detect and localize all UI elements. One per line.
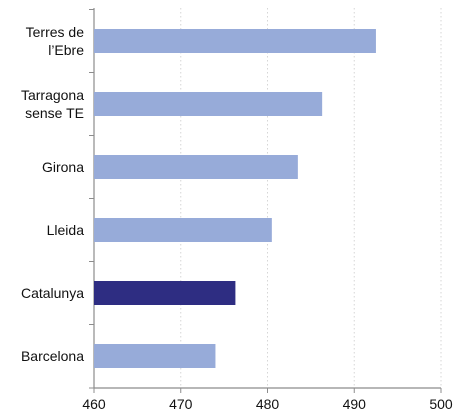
category-label-line-2-0: Girona [42,159,84,175]
bar-barcelona [94,344,216,368]
x-tick-label-500: 500 [429,396,453,412]
category-label-catalunya: Catalunya [21,285,84,301]
bar-terres-de-l-ebre [94,29,376,53]
bar-girona [94,155,298,179]
category-label-line-0-0: Terres de [26,24,85,40]
axis-layer [89,8,442,393]
bar-tarragona-sense-te [94,92,323,116]
category-label-terres-de-l-ebre: Terres de l’Ebre [26,24,85,58]
grid-layer [180,8,442,388]
x-tick-label-480: 480 [256,396,280,412]
bar-lleida [94,218,272,242]
category-label-line-5-0: Barcelona [21,348,84,364]
category-label-line-1-1: sense TE [25,105,84,121]
category-label-line-1-0: Tarragona [21,87,84,103]
category-label-girona: Girona [42,159,84,175]
category-label-lleida: Lleida [47,222,85,238]
x-tick-label-460: 460 [82,396,106,412]
category-label-line-4-0: Catalunya [21,285,84,301]
x-tick-label-470: 470 [169,396,193,412]
x-tick-label-490: 490 [343,396,367,412]
bars-layer [94,29,376,368]
labels-layer: 460 470 480 490 500 Terres de l’Ebre Tarragona s… [21,24,453,412]
bar-catalunya [94,281,236,305]
category-label-barcelona: Barcelona [21,348,84,364]
category-label-tarragona-sense-te: Tarragona sense TE [21,87,84,121]
category-label-line-0-1: l’Ebre [48,42,84,58]
category-label-line-3-0: Lleida [47,222,85,238]
